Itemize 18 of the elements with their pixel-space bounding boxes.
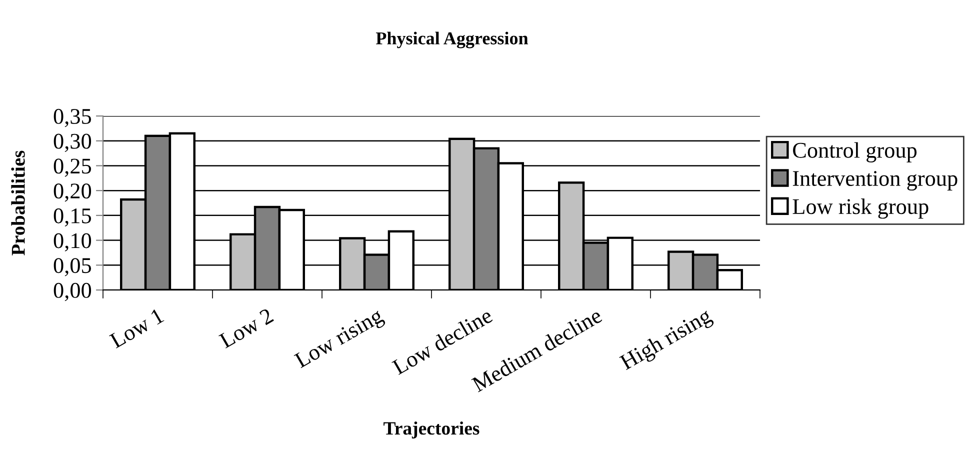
x-tick-label: Low 1	[108, 308, 164, 349]
y-tick-label: 0,20	[54, 184, 92, 202]
y-tick-label: 0,25	[54, 158, 92, 177]
chart-title: Physical Aggression	[376, 32, 528, 48]
y-tick-label: 0,15	[54, 208, 92, 227]
y-tick-label: 0,35	[54, 108, 92, 128]
x-tick-label: Low 2	[218, 308, 274, 349]
y-tick-label: 0,05	[54, 258, 92, 276]
y-tick-label: 0,10	[54, 233, 92, 252]
x-tick-label: Low rising	[294, 307, 386, 372]
legend-label: Low risk group	[792, 198, 928, 219]
x-tick-label: High rising	[618, 306, 715, 374]
y-axis-title: Probabilities	[11, 150, 25, 256]
x-axis-title: Trajectories	[384, 422, 480, 438]
y-tick-label: 0,30	[54, 134, 92, 152]
legend-label: Control group	[793, 142, 917, 162]
y-tick-label: 0,00	[54, 282, 92, 302]
legend-label: Intervention group	[792, 171, 958, 191]
